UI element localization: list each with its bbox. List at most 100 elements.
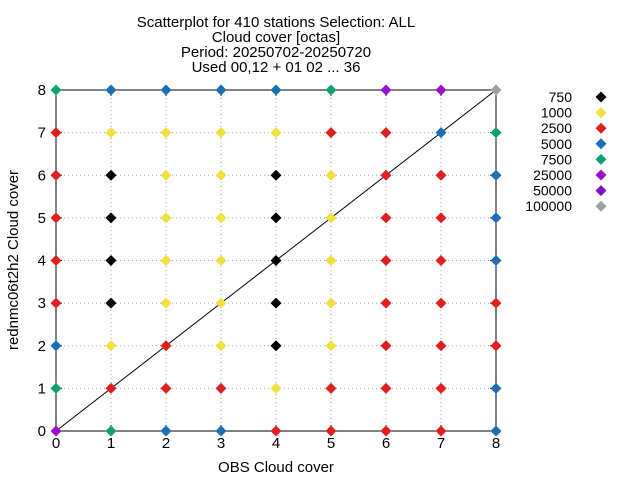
legend-marker xyxy=(595,153,607,165)
data-point xyxy=(215,84,227,96)
data-point xyxy=(50,84,62,96)
data-point xyxy=(490,169,502,181)
data-point xyxy=(160,297,172,309)
data-point xyxy=(270,169,282,181)
legend-label: 1000 xyxy=(541,105,572,121)
x-tick-label: 4 xyxy=(272,435,280,452)
data-point xyxy=(50,127,62,139)
data-point xyxy=(490,127,502,139)
data-point xyxy=(270,255,282,266)
y-tick-label: 2 xyxy=(38,338,46,355)
data-point xyxy=(105,255,117,266)
data-point xyxy=(490,425,502,437)
scatter-points xyxy=(50,84,502,437)
title-line-3: Period: 20250702-20250720 xyxy=(181,44,371,61)
data-point xyxy=(50,255,62,266)
data-point xyxy=(490,382,502,394)
data-point xyxy=(270,382,282,394)
legend-label: 100000 xyxy=(525,198,572,214)
data-point xyxy=(160,84,172,96)
y-axis-label: rednmc06t2h2 Cloud cover xyxy=(5,170,22,350)
y-tick-label: 6 xyxy=(38,167,46,184)
data-point xyxy=(50,297,62,309)
y-tick-label: 8 xyxy=(38,82,46,99)
data-point xyxy=(380,297,392,309)
x-tick-label: 3 xyxy=(217,435,225,452)
data-point xyxy=(435,382,447,394)
data-point xyxy=(105,212,117,224)
data-point xyxy=(160,212,172,224)
data-point xyxy=(215,382,227,394)
data-point xyxy=(435,340,447,352)
data-point xyxy=(105,127,117,139)
data-point xyxy=(325,382,337,394)
x-tick-label: 8 xyxy=(492,435,500,452)
data-point xyxy=(215,425,227,437)
y-tick-label: 0 xyxy=(38,423,46,440)
legend-label: 2500 xyxy=(541,120,572,136)
y-tick-label: 1 xyxy=(38,380,46,397)
data-point xyxy=(215,297,227,309)
x-tick-label: 6 xyxy=(382,435,390,452)
y-tick-label: 7 xyxy=(38,125,46,142)
data-point xyxy=(325,255,337,266)
data-point xyxy=(105,340,117,352)
data-point xyxy=(380,169,392,181)
y-tick-label: 4 xyxy=(38,253,46,270)
data-point xyxy=(160,255,172,266)
x-axis-label: OBS Cloud cover xyxy=(218,459,334,476)
data-point xyxy=(215,212,227,224)
data-point xyxy=(380,425,392,437)
data-point xyxy=(435,127,447,139)
chart-title: Scatterplot for 410 stations Selection: … xyxy=(137,14,416,76)
data-point xyxy=(50,382,62,394)
data-point xyxy=(490,340,502,352)
legend-marker xyxy=(595,107,607,119)
data-point xyxy=(270,212,282,224)
data-point xyxy=(490,297,502,309)
data-point xyxy=(380,127,392,139)
data-point xyxy=(435,84,447,96)
data-point xyxy=(325,127,337,139)
data-point xyxy=(270,127,282,139)
data-point xyxy=(50,340,62,352)
data-point xyxy=(105,382,117,394)
data-point xyxy=(490,212,502,224)
legend-label: 750 xyxy=(549,89,573,105)
data-point xyxy=(50,425,62,437)
data-point xyxy=(105,169,117,181)
legend-label: 7500 xyxy=(541,151,572,167)
data-point xyxy=(270,297,282,309)
data-point xyxy=(160,127,172,139)
data-point xyxy=(325,169,337,181)
data-point xyxy=(380,84,392,96)
legend-marker xyxy=(595,200,607,212)
data-point xyxy=(325,340,337,352)
y-tick-label: 5 xyxy=(38,210,46,227)
data-point xyxy=(380,255,392,266)
data-point xyxy=(380,382,392,394)
data-point xyxy=(435,169,447,181)
data-point xyxy=(435,297,447,309)
data-point xyxy=(490,255,502,266)
data-point xyxy=(325,297,337,309)
x-tick-label: 7 xyxy=(437,435,445,452)
data-point xyxy=(380,212,392,224)
data-point xyxy=(160,382,172,394)
legend-marker xyxy=(595,169,607,181)
data-point xyxy=(215,340,227,352)
legend-label: 25000 xyxy=(533,167,572,183)
data-point xyxy=(270,84,282,96)
legend-label: 5000 xyxy=(541,136,572,152)
data-point xyxy=(215,255,227,266)
data-point xyxy=(270,340,282,352)
data-point xyxy=(160,425,172,437)
legend-label: 50000 xyxy=(533,183,572,199)
data-point xyxy=(325,84,337,96)
data-point xyxy=(435,212,447,224)
x-tick-label: 0 xyxy=(52,435,60,452)
data-point xyxy=(105,84,117,96)
x-tick-label: 2 xyxy=(162,435,170,452)
